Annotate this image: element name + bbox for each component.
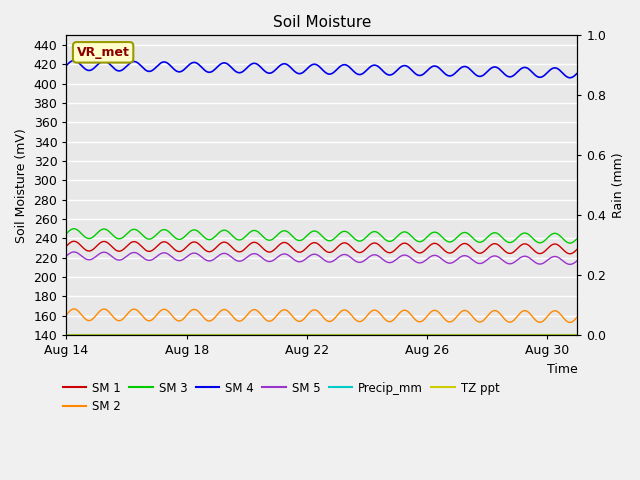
Title: Soil Moisture: Soil Moisture — [273, 15, 371, 30]
Y-axis label: Soil Moisture (mV): Soil Moisture (mV) — [15, 128, 28, 242]
X-axis label: Time: Time — [547, 362, 577, 375]
Y-axis label: Rain (mm): Rain (mm) — [612, 152, 625, 218]
Text: VR_met: VR_met — [77, 46, 129, 59]
Legend: SM 1, SM 2, SM 3, SM 4, SM 5, Precip_mm, TZ ppt: SM 1, SM 2, SM 3, SM 4, SM 5, Precip_mm,… — [58, 377, 504, 418]
